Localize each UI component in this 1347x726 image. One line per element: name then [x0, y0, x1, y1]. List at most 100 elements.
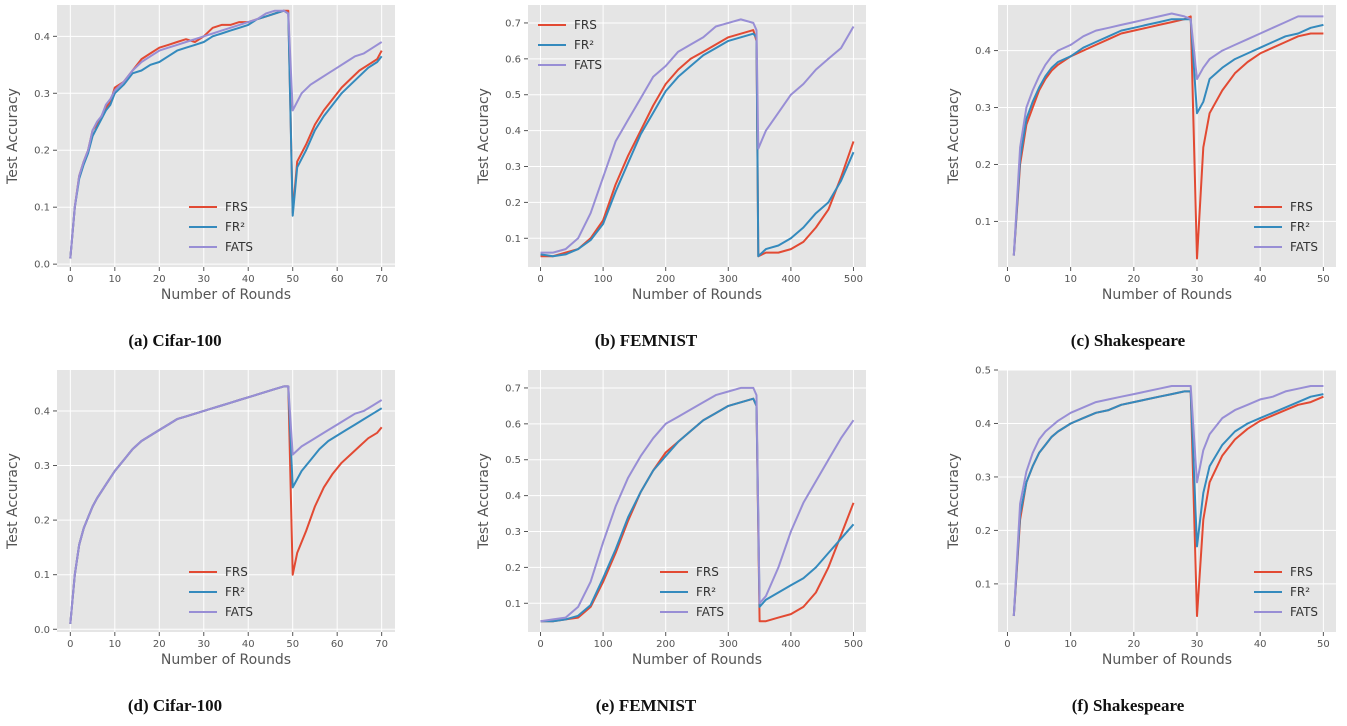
x-tick-label: 0	[537, 274, 543, 285]
chart-panel: 0.1 0.2 0.3 0.4 0.5 0.6 0.7 0 100 200 300 400 500 Num…	[476, 370, 866, 715]
series-line	[1012, 18, 1324, 256]
y-tick-label: 0.3	[505, 162, 521, 173]
y-tick-label: 0.2	[505, 198, 521, 209]
x-tick-label: 30	[197, 639, 210, 650]
x-tick-label: 10	[1064, 639, 1077, 650]
x-tick-label: 40	[1254, 639, 1267, 650]
y-tick-label: 0.3	[975, 103, 991, 114]
y-tick-label: 0.0	[34, 260, 50, 271]
x-tick-label: 10	[1064, 274, 1077, 285]
x-tick-label: 0	[537, 639, 543, 650]
y-tick-label: 0.4	[34, 406, 50, 417]
x-tick-label: 10	[108, 274, 121, 285]
y-axis-label: Test Accuracy	[476, 88, 492, 185]
legend-label: FRS	[574, 18, 597, 32]
y-tick-label: 0.3	[975, 472, 991, 483]
legend-label: FRS	[225, 565, 248, 579]
y-tick-label: 0.3	[505, 527, 521, 538]
legend-label: FATS	[574, 58, 602, 72]
plot-area	[998, 5, 1336, 267]
legend-label: FR²	[1290, 585, 1310, 599]
legend-label: FRS	[1290, 200, 1313, 214]
series-line	[69, 9, 383, 259]
x-tick-label: 20	[153, 639, 166, 650]
y-tick-label: 0.2	[34, 146, 50, 157]
legend-label: FR²	[696, 585, 716, 599]
y-tick-label: 0.4	[975, 46, 991, 57]
y-tick-label: 0.2	[975, 526, 991, 537]
legend-label: FRS	[225, 200, 248, 214]
series-line	[540, 18, 855, 254]
subfigure-caption: (d) Cifar-100	[128, 696, 222, 715]
x-tick-label: 10	[108, 639, 121, 650]
x-tick-label: 50	[1317, 639, 1330, 650]
series-line	[1012, 12, 1324, 256]
y-axis-label: Test Accuracy	[946, 453, 962, 550]
x-tick-label: 50	[286, 639, 299, 650]
y-tick-label: 0.6	[505, 54, 521, 65]
y-tick-label: 0.0	[34, 625, 50, 636]
x-tick-label: 200	[656, 274, 675, 285]
legend-label: FR²	[225, 220, 245, 234]
subfigure-caption: (f) Shakespeare	[1072, 696, 1185, 715]
x-tick-label: 20	[1127, 639, 1140, 650]
x-tick-label: 30	[197, 274, 210, 285]
plot-area	[528, 5, 866, 267]
x-tick-label: 70	[375, 274, 388, 285]
y-tick-label: 0.6	[505, 419, 521, 430]
chart-panel: 0.1 0.2 0.3 0.4 0.5 0.6 0.7 0 100 200 300 400 500 Num…	[476, 5, 866, 350]
series-line	[540, 386, 855, 623]
series-line	[1012, 385, 1324, 617]
y-tick-label: 0.3	[34, 461, 50, 472]
legend-label: FR²	[225, 585, 245, 599]
chart-panel: 0.1 0.2 0.3 0.4 0 10 20 30 40 50 Number of Rounds T…	[946, 5, 1336, 350]
x-tick-label: 400	[781, 639, 800, 650]
x-tick-label: 60	[331, 639, 344, 650]
series-line	[540, 32, 855, 258]
y-axis-label: Test Accuracy	[946, 88, 962, 185]
x-axis-label: Number of Rounds	[632, 652, 762, 668]
x-tick-label: 100	[594, 274, 613, 285]
y-axis-label: Test Accuracy	[476, 453, 492, 550]
x-tick-label: 40	[1254, 274, 1267, 285]
x-tick-label: 300	[719, 274, 738, 285]
chart-panel: 0.0 0.1 0.2 0.3 0.4 0 10 20 30 40 50 60 70 Number of …	[5, 5, 395, 350]
x-tick-label: 500	[844, 274, 863, 285]
series-line	[1012, 390, 1324, 617]
x-tick-label: 50	[286, 274, 299, 285]
y-tick-label: 0.4	[505, 126, 521, 137]
x-tick-label: 100	[594, 639, 613, 650]
x-axis-label: Number of Rounds	[1102, 287, 1232, 303]
y-axis-label: Test Accuracy	[5, 453, 21, 550]
x-tick-label: 0	[1004, 274, 1010, 285]
subfigure-caption: (c) Shakespeare	[1071, 331, 1186, 350]
y-tick-label: 0.2	[975, 160, 991, 171]
legend-label: FATS	[1290, 240, 1318, 254]
x-tick-label: 0	[67, 639, 73, 650]
x-tick-label: 300	[719, 639, 738, 650]
y-tick-label: 0.2	[34, 516, 50, 527]
x-tick-label: 20	[153, 274, 166, 285]
y-tick-label: 0.7	[505, 18, 521, 29]
x-tick-label: 40	[242, 274, 255, 285]
x-axis-label: Number of Rounds	[1102, 652, 1232, 668]
x-tick-label: 400	[781, 274, 800, 285]
subfigure-caption: (b) FEMNIST	[595, 331, 698, 350]
legend-label: FR²	[574, 38, 594, 52]
x-tick-label: 20	[1127, 274, 1140, 285]
x-tick-label: 0	[67, 274, 73, 285]
legend-label: FATS	[1290, 605, 1318, 619]
series-line	[540, 397, 855, 623]
y-tick-label: 0.4	[505, 491, 521, 502]
legend-label: FATS	[696, 605, 724, 619]
legend-label: FATS	[225, 605, 253, 619]
legend-label: FRS	[696, 565, 719, 579]
y-tick-label: 0.5	[505, 455, 521, 466]
y-tick-label: 0.2	[505, 563, 521, 574]
x-tick-label: 40	[242, 639, 255, 650]
y-tick-label: 0.1	[34, 203, 50, 214]
legend-label: FRS	[1290, 565, 1313, 579]
x-tick-label: 30	[1191, 274, 1204, 285]
series-line	[1012, 15, 1324, 260]
